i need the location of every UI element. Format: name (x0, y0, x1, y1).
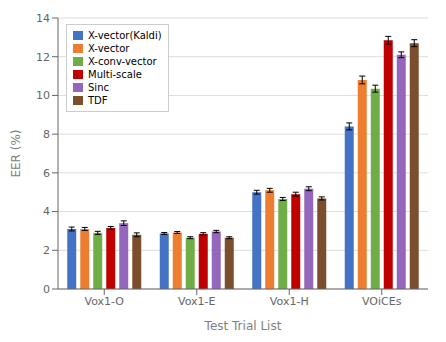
svg-text:10: 10 (36, 89, 50, 102)
html-text:TDF: TDF (88, 95, 108, 106)
svg-text:4: 4 (43, 205, 50, 218)
svg-text:Vox1-H: Vox1-H (270, 295, 309, 308)
svg-text:0: 0 (43, 283, 50, 296)
svg-text:12: 12 (36, 51, 50, 64)
svg-text:2: 2 (43, 244, 50, 257)
svg-text:8: 8 (43, 128, 50, 141)
html-text:X-conv-vector: X-conv-vector (88, 56, 157, 67)
html-text:Sinc: Sinc (88, 82, 109, 93)
svg-text:Vox1-E: Vox1-E (178, 295, 216, 308)
svg-text:14: 14 (36, 12, 50, 25)
svg-text:Test Trial List: Test Trial List (204, 319, 282, 333)
html-text:X-vector: X-vector (88, 43, 130, 54)
svg-text:6: 6 (43, 167, 50, 180)
svg-text:VOiCEs: VOiCEs (362, 295, 402, 308)
html-text:Multi-scale: Multi-scale (88, 69, 142, 80)
html-text:X-vector(Kaldi): X-vector(Kaldi) (88, 30, 162, 41)
svg-text:Vox1-O: Vox1-O (84, 295, 124, 308)
svg-text:EER (%): EER (%) (9, 129, 23, 177)
